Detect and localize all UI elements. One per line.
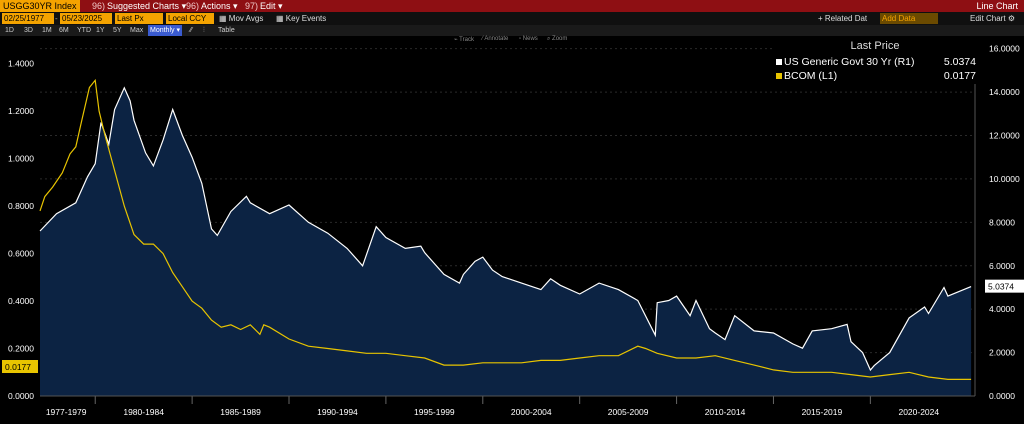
legend-label-bcom: BCOM (L1) [784, 70, 838, 82]
mov-avgs-label: Mov Avgs [228, 14, 264, 23]
related-data-input[interactable]: Add Data [880, 13, 938, 24]
legend: Last Price US Generic Govt 30 Yr (R1) 5.… [772, 40, 978, 84]
bar-chart-icon[interactable]: ⫶ [203, 27, 205, 34]
x-axis-tick-1: 1980-1984 [123, 407, 164, 417]
legend-swatch-bcom [776, 73, 782, 80]
top-menu-bar: USGG30YR Index 96) Suggested Charts ▾ 96)… [0, 0, 1024, 12]
actions-label: Actions [201, 1, 231, 11]
tab-6m[interactable]: 6M [59, 27, 69, 34]
suggested-charts-menu[interactable]: 96) Suggested Charts ▾ [92, 1, 187, 11]
left-axis-tick-5: 1.0000 [8, 154, 34, 164]
edit-number: 97) [245, 1, 259, 11]
series-line-bcom [39, 78, 972, 380]
last-value-tag-left [2, 360, 38, 373]
x-axis-tick-8: 2015-2019 [802, 407, 843, 417]
related-data-button[interactable]: + Related Dat [818, 14, 868, 23]
right-axis-tick-2: 4.0000 [989, 304, 1015, 314]
x-axis-tick-4: 1995-1999 [414, 407, 455, 417]
news-tool-label: News [522, 36, 538, 42]
tab-monthly-label: Monthly [150, 27, 175, 34]
left-axis-tick-7: 1.4000 [8, 59, 34, 69]
right-axis-tick-8: 16.0000 [989, 44, 1020, 54]
start-date-field[interactable]: 02/25/1977 [2, 13, 54, 24]
controls-bar: 02/25/1977 - 05/23/2025 Last Px Local CC… [0, 12, 1024, 25]
tab-ytd[interactable]: YTD [77, 27, 91, 34]
left-axis-tick-6: 1.2000 [8, 106, 34, 116]
edit-label: Edit [260, 1, 276, 11]
x-axis-tick-9: 2020-2024 [898, 407, 939, 417]
x-axis-tick-2: 1985-1989 [220, 407, 261, 417]
tab-1m[interactable]: 1M [42, 27, 52, 34]
zoom-tool[interactable]: ⌕ Zoom [547, 36, 568, 42]
annotate-tool[interactable]: ⁄ Annotate [482, 36, 509, 42]
right-axis-tick-3: 6.0000 [989, 261, 1015, 271]
right-axis-tick-0: 0.0000 [989, 391, 1015, 401]
chart-marks [39, 78, 972, 397]
suggested-charts-label: Suggested Charts [107, 1, 180, 11]
chart-axes: 0.0000 2.0000 4.0000 6.0000 8.0000 10.0000 12.… [2, 40, 1024, 417]
x-axis-tick-6: 2005-2009 [608, 407, 649, 417]
legend-value-bcom: 0.0177 [943, 70, 976, 82]
left-axis-tick-1: 0.2000 [8, 344, 34, 354]
right-axis-tick-5: 10.0000 [989, 174, 1020, 184]
right-axis-tick-6: 12.0000 [989, 131, 1020, 141]
annotate-tool-label: Annotate [484, 36, 509, 42]
tab-table[interactable]: Table [218, 27, 235, 34]
series-line-ust30 [39, 86, 972, 372]
gear-icon: ⚙ [1007, 14, 1015, 23]
left-axis-tick-3: 0.6000 [8, 249, 34, 259]
ticker-field[interactable]: USGG30YR Index [0, 0, 80, 12]
legend-item-bcom: BCOM (L1) 0.0177 [776, 69, 976, 83]
tab-5y[interactable]: 5Y [113, 27, 122, 34]
right-axis-tick-7: 14.0000 [989, 87, 1020, 97]
legend-header: Last Price [850, 40, 900, 52]
tab-1y[interactable]: 1Y [96, 27, 105, 34]
legend-swatch-ust30 [776, 59, 782, 66]
track-tool-label: Track [459, 37, 474, 43]
tab-1d[interactable]: 1D [5, 27, 14, 34]
edit-chart-button[interactable]: Edit Chart ⚙ [970, 13, 1015, 24]
currency-select[interactable]: Local CCY [166, 13, 214, 24]
left-axis-tick-0: 0.0000 [8, 391, 34, 401]
last-value-text-left: 0.0177 [5, 362, 31, 372]
end-date-field[interactable]: 05/23/2025 [60, 13, 112, 24]
series-area-ust30 [40, 87, 972, 397]
suggested-charts-number: 96) [92, 1, 106, 11]
left-axis-tick-4: 0.8000 [8, 201, 34, 211]
right-axis-tick-1: 2.0000 [989, 348, 1015, 358]
chart-type-label: Line Chart [976, 1, 1018, 11]
track-tool[interactable]: ⌁ Track [454, 37, 474, 43]
tab-max[interactable]: Max [130, 27, 144, 34]
x-axis-tick-7: 2010-2014 [705, 407, 746, 417]
key-events-toggle[interactable]: ▦ Key Events [276, 14, 327, 23]
range-tabs-bar: 1D 3D 1M 6M YTD 1Y 5Y Max Monthly ▾ ⁄⁄ ⫶… [0, 25, 1024, 36]
line-chart-icon[interactable]: ⁄⁄ [190, 27, 193, 34]
zoom-tool-label: Zoom [552, 36, 568, 42]
x-axis-tick-5: 2000-2004 [511, 407, 552, 417]
edit-menu[interactable]: 97) Edit ▾ [245, 1, 283, 11]
legend-value-ust30: 5.0374 [943, 56, 976, 68]
date-separator: - [55, 14, 58, 23]
legend-item-ust30: US Generic Govt 30 Yr (R1) 5.0374 [776, 55, 976, 69]
actions-menu[interactable]: 96) Actions ▾ [186, 1, 238, 11]
mov-avgs-toggle[interactable]: ▦ Mov Avgs [219, 14, 264, 23]
right-axis-tick-4: 8.0000 [989, 217, 1015, 227]
x-axis-tick-3: 1990-1994 [317, 407, 358, 417]
last-value-text-right: 5.0374 [988, 282, 1014, 292]
left-axis-tick-2: 0.4000 [8, 296, 34, 306]
legend-label-ust30: US Generic Govt 30 Yr (R1) [784, 56, 915, 68]
news-tool[interactable]: ▫ News [519, 36, 538, 42]
price-field-select[interactable]: Last Px [115, 13, 163, 24]
last-value-tag-right [985, 279, 1024, 293]
tab-monthly[interactable]: Monthly ▾ [148, 25, 182, 36]
edit-chart-label: Edit Chart [970, 14, 1006, 23]
actions-number: 96) [186, 1, 200, 11]
key-events-label: Key Events [285, 14, 327, 23]
tab-3d[interactable]: 3D [24, 27, 33, 34]
x-axis-tick-0: 1977-1979 [46, 407, 87, 417]
